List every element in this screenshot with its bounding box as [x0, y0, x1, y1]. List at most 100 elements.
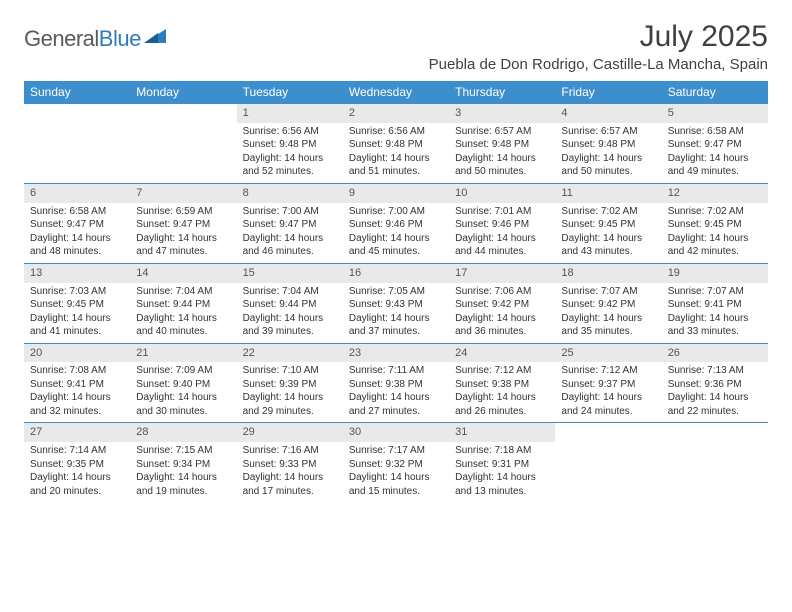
daylight-line: and 52 minutes. [243, 165, 337, 179]
daylight-line: Daylight: 14 hours [30, 391, 124, 405]
daylight-line: and 13 minutes. [455, 485, 549, 499]
daylight-line: and 43 minutes. [561, 245, 655, 259]
sunset-line: Sunset: 9:45 PM [668, 218, 762, 232]
sunset-line: Sunset: 9:43 PM [349, 298, 443, 312]
daylight-line: Daylight: 14 hours [668, 152, 762, 166]
day-body: Sunrise: 7:16 AMSunset: 9:33 PMDaylight:… [237, 444, 343, 498]
day-cell: 30Sunrise: 7:17 AMSunset: 9:32 PMDayligh… [343, 423, 449, 502]
day-number: 17 [449, 264, 555, 283]
sunrise-line: Sunrise: 7:08 AM [30, 364, 124, 378]
weeks-container: 1Sunrise: 6:56 AMSunset: 9:48 PMDaylight… [24, 103, 768, 502]
daylight-line: Daylight: 14 hours [243, 471, 337, 485]
day-number: 3 [449, 104, 555, 123]
brand-triangle-icon [144, 27, 168, 45]
day-number [24, 104, 130, 108]
sunset-line: Sunset: 9:46 PM [455, 218, 549, 232]
day-cell: 24Sunrise: 7:12 AMSunset: 9:38 PMDayligh… [449, 344, 555, 423]
week-row: 20Sunrise: 7:08 AMSunset: 9:41 PMDayligh… [24, 343, 768, 423]
sunset-line: Sunset: 9:31 PM [455, 458, 549, 472]
sunset-line: Sunset: 9:36 PM [668, 378, 762, 392]
daylight-line: Daylight: 14 hours [136, 391, 230, 405]
sunrise-line: Sunrise: 7:13 AM [668, 364, 762, 378]
day-cell: 11 Sunrise: 7:02 AMSunset: 9:45 PMDayligh… [555, 184, 661, 263]
day-cell: 9Sunrise: 7:00 AMSunset: 9:46 PMDaylight… [343, 184, 449, 263]
day-number: 20 [24, 344, 130, 363]
week-row: 27 Sunrise: 7:14 AMSunset: 9:35 PMDayligh… [24, 422, 768, 502]
daylight-line: and 35 minutes. [561, 325, 655, 339]
daylight-line: Daylight: 14 hours [243, 152, 337, 166]
sunset-line: Sunset: 9:45 PM [30, 298, 124, 312]
day-body: Sunrise: 7:01 AMSunset: 9:46 PMDaylight:… [449, 205, 555, 259]
day-number: 30 [343, 423, 449, 442]
weekday-header: Monday [130, 81, 236, 103]
weekday-header-row: SundayMondayTuesdayWednesdayThursdayFrid… [24, 81, 768, 103]
day-cell: 15Sunrise: 7:04 AMSunset: 9:44 PMDayligh… [237, 264, 343, 343]
daylight-line: Daylight: 14 hours [243, 391, 337, 405]
daylight-line: and 32 minutes. [30, 405, 124, 419]
day-number: 16 [343, 264, 449, 283]
day-number: 21 [130, 344, 236, 363]
daylight-line: Daylight: 14 hours [668, 391, 762, 405]
day-body: Sunrise: 6:57 AMSunset: 9:48 PMDaylight:… [449, 125, 555, 179]
daylight-line: and 17 minutes. [243, 485, 337, 499]
daylight-line: Daylight: 14 hours [136, 471, 230, 485]
day-number: 27 [24, 423, 130, 442]
brand-text: GeneralBlue [24, 26, 141, 52]
sunset-line: Sunset: 9:46 PM [349, 218, 443, 232]
day-number: 24 [449, 344, 555, 363]
title-block: July 2025 Puebla de Don Rodrigo, Castill… [429, 20, 768, 73]
day-number: 25 [555, 344, 661, 363]
daylight-line: and 44 minutes. [455, 245, 549, 259]
day-number [662, 423, 768, 427]
daylight-line: and 26 minutes. [455, 405, 549, 419]
weekday-header: Friday [555, 81, 661, 103]
day-number: 29 [237, 423, 343, 442]
brand-part2: Blue [99, 26, 141, 51]
sunrise-line: Sunrise: 7:10 AM [243, 364, 337, 378]
day-cell: 22Sunrise: 7:10 AMSunset: 9:39 PMDayligh… [237, 344, 343, 423]
sunrise-line: Sunrise: 7:06 AM [455, 285, 549, 299]
day-body: Sunrise: 7:02 AMSunset: 9:45 PMDaylight:… [555, 205, 661, 259]
daylight-line: Daylight: 14 hours [561, 312, 655, 326]
sunrise-line: Sunrise: 7:07 AM [668, 285, 762, 299]
day-body: Sunrise: 7:11 AMSunset: 9:38 PMDaylight:… [343, 364, 449, 418]
daylight-line: and 41 minutes. [30, 325, 124, 339]
sunrise-line: Sunrise: 6:57 AM [455, 125, 549, 139]
sunset-line: Sunset: 9:48 PM [243, 138, 337, 152]
day-number: 23 [343, 344, 449, 363]
day-cell: 3 Sunrise: 6:57 AMSunset: 9:48 PMDaylight… [449, 104, 555, 183]
day-number: 5 [662, 104, 768, 123]
daylight-line: Daylight: 14 hours [349, 391, 443, 405]
sunset-line: Sunset: 9:47 PM [136, 218, 230, 232]
sunrise-line: Sunrise: 7:11 AM [349, 364, 443, 378]
day-number: 13 [24, 264, 130, 283]
weekday-header: Saturday [662, 81, 768, 103]
day-body: Sunrise: 6:58 AMSunset: 9:47 PMDaylight:… [24, 205, 130, 259]
daylight-line: and 42 minutes. [668, 245, 762, 259]
daylight-line: Daylight: 14 hours [136, 312, 230, 326]
sunrise-line: Sunrise: 7:01 AM [455, 205, 549, 219]
sunrise-line: Sunrise: 7:05 AM [349, 285, 443, 299]
day-body: Sunrise: 7:14 AMSunset: 9:35 PMDaylight:… [24, 444, 130, 498]
sunset-line: Sunset: 9:48 PM [349, 138, 443, 152]
sunrise-line: Sunrise: 7:16 AM [243, 444, 337, 458]
daylight-line: Daylight: 14 hours [455, 391, 549, 405]
daylight-line: and 51 minutes. [349, 165, 443, 179]
week-row: 6Sunrise: 6:58 AMSunset: 9:47 PMDaylight… [24, 183, 768, 263]
daylight-line: Daylight: 14 hours [136, 232, 230, 246]
day-cell: 28Sunrise: 7:15 AMSunset: 9:34 PMDayligh… [130, 423, 236, 502]
day-cell: 25Sunrise: 7:12 AMSunset: 9:37 PMDayligh… [555, 344, 661, 423]
day-number: 14 [130, 264, 236, 283]
sunrise-line: Sunrise: 7:00 AM [243, 205, 337, 219]
day-body: Sunrise: 7:12 AMSunset: 9:37 PMDaylight:… [555, 364, 661, 418]
day-number: 11 [555, 184, 661, 203]
day-body: Sunrise: 7:06 AMSunset: 9:42 PMDaylight:… [449, 285, 555, 339]
day-body: Sunrise: 7:12 AMSunset: 9:38 PMDaylight:… [449, 364, 555, 418]
day-cell: 21Sunrise: 7:09 AMSunset: 9:40 PMDayligh… [130, 344, 236, 423]
sunrise-line: Sunrise: 7:04 AM [243, 285, 337, 299]
day-body: Sunrise: 7:10 AMSunset: 9:39 PMDaylight:… [237, 364, 343, 418]
day-number: 8 [237, 184, 343, 203]
daylight-line: and 20 minutes. [30, 485, 124, 499]
sunset-line: Sunset: 9:40 PM [136, 378, 230, 392]
daylight-line: and 39 minutes. [243, 325, 337, 339]
